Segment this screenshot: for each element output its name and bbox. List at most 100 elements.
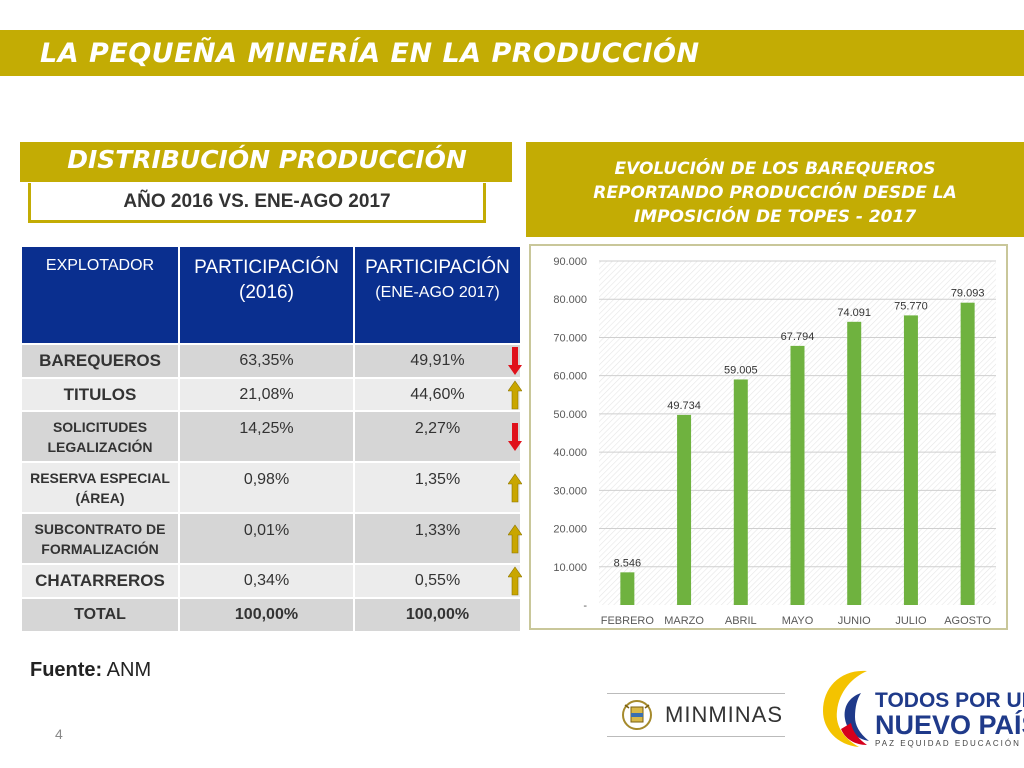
row-value-2016: 0,01% <box>178 512 355 565</box>
arrow-up-icon <box>508 566 522 596</box>
page-number: 4 <box>55 726 63 742</box>
table-row-barequeros: BAREQUEROS 63,35% 49,91% <box>20 343 522 379</box>
bar-julio <box>903 315 918 605</box>
y-tick-label: 90.000 <box>553 256 587 268</box>
row-name-l2: (ÁREA) <box>75 489 125 506</box>
row-name: CHATARREROS <box>20 563 180 599</box>
source-label: Fuente: <box>30 659 103 681</box>
header-participacion-2016-l2: (2016) <box>239 282 294 303</box>
evolution-title-line1: EVOLUCIÓN DE LOS BAREQUEROS <box>614 159 936 179</box>
barequeros-bar-chart: - 10.000 20.000 30.000 40.000 50.000 60.000 70.… <box>553 256 996 624</box>
x-tick-label: ABRIL <box>725 615 757 624</box>
arrow-down-icon <box>508 347 522 375</box>
bar-value-label: 79.093 <box>951 288 985 300</box>
header-participacion-2017-l2: (ENE-AGO 2017) <box>375 284 500 301</box>
header-participacion-2016-l1: PARTICIPACIÓN <box>194 257 339 278</box>
row-value-2017: 1,35% <box>353 461 522 514</box>
row-value-2016: 0,98% <box>178 461 355 514</box>
todos-por-un-nuevo-pais-logo: TODOS POR UN NUEVO PAÍS PAZ EQUIDAD EDUC… <box>815 663 1024 753</box>
row-name: SUBCONTRATO DE FORMALIZACIÓN <box>20 512 180 565</box>
table-row-titulos: TITULOS 21,08% 44,60% <box>20 377 522 412</box>
x-tick-label: AGOSTO <box>944 615 991 624</box>
row-name-l1: RESERVA ESPECIAL <box>30 469 170 486</box>
header-explotador: EXPLOTADOR <box>20 245 180 345</box>
bar-value-label: 67.794 <box>781 331 815 343</box>
row-value-2017: 0,55% <box>353 563 522 599</box>
y-tick-label: 30.000 <box>553 485 587 497</box>
x-tick-label: MAYO <box>782 615 814 624</box>
row-name-l1: SOLICITUDES <box>52 418 148 435</box>
bar-marzo <box>677 414 692 605</box>
table-row-solicitudes: SOLICITUDES LEGALIZACIÓN 14,25% 2,27% <box>20 410 522 463</box>
row-value-2017: 44,60% <box>353 377 522 412</box>
row-name-l2: FORMALIZACIÓN <box>41 540 159 557</box>
y-tick-label: 40.000 <box>553 447 587 459</box>
distribution-title-bar <box>20 142 512 182</box>
bar-agosto <box>960 302 975 605</box>
source-value: ANM <box>106 659 152 681</box>
row-name: TITULOS <box>20 377 180 412</box>
bar-value-label: 59.005 <box>724 364 758 376</box>
coat-of-arms-icon <box>622 700 652 730</box>
todos-text-line3: PAZ EQUIDAD EDUCACIÓN <box>875 739 1021 748</box>
bar-mayo <box>790 345 805 605</box>
row-value-2017: 49,91% <box>353 343 522 379</box>
evolution-title: EVOLUCIÓN DE LOS BAREQUEROS REPORTANDO P… <box>540 157 1010 229</box>
row-value-2016: 14,25% <box>178 410 355 463</box>
table-row-reserva: RESERVA ESPECIAL (ÁREA) 0,98% 1,35% <box>20 461 522 514</box>
row-value-2017: 2,27% <box>353 410 522 463</box>
bar-febrero <box>620 572 635 605</box>
table-row-total: TOTAL 100,00% 100,00% <box>20 597 522 633</box>
header-participacion-2017: PARTICIPACIÓN (ENE-AGO 2017) <box>353 245 522 345</box>
y-tick-label: 80.000 <box>553 294 587 306</box>
minminas-logo: MINMINAS <box>607 693 785 737</box>
bar-value-label: 74.091 <box>837 307 871 319</box>
row-name: SOLICITUDES LEGALIZACIÓN <box>20 410 180 463</box>
distribution-title: DISTRIBUCIÓN PRODUCCIÓN <box>67 145 467 174</box>
evolution-title-line3: IMPOSICIÓN DE TOPES - 2017 <box>633 207 917 227</box>
todos-text-line2: NUEVO PAÍS <box>875 710 1024 740</box>
y-tick-label: 10.000 <box>553 562 587 574</box>
todos-text-line1: TODOS POR UN <box>875 689 1024 712</box>
distribution-subtitle: AÑO 2016 VS. ENE-AGO 2017 <box>28 183 486 223</box>
header-participacion-2017-l1: PARTICIPACIÓN <box>365 257 510 278</box>
colombia-swirl-icon <box>823 670 869 747</box>
evolution-title-box <box>526 142 1024 237</box>
table-header-row: EXPLOTADOR PARTICIPACIÓN (2016) PARTICIP… <box>20 245 522 345</box>
x-tick-label: FEBRERO <box>601 615 655 624</box>
x-tick-label: JULIO <box>895 615 927 624</box>
y-tick-label: 70.000 <box>553 332 587 344</box>
x-tick-label: MARZO <box>664 615 704 624</box>
row-value-2016: 21,08% <box>178 377 355 412</box>
total-value-2017: 100,00% <box>353 597 522 633</box>
bar-value-label: 49.734 <box>667 400 701 412</box>
x-tick-label: JUNIO <box>838 615 871 624</box>
row-name-l2: LEGALIZACIÓN <box>47 438 153 455</box>
arrow-down-icon <box>508 422 522 451</box>
y-tick-label: - <box>583 600 587 612</box>
bar-abril <box>733 379 748 605</box>
arrow-up-icon <box>508 379 522 409</box>
y-tick-label: 50.000 <box>553 409 587 421</box>
bar-junio <box>847 321 862 605</box>
total-value-2016: 100,00% <box>178 597 355 633</box>
source-note: Fuente: ANM <box>30 659 151 682</box>
y-tick-label: 60.000 <box>553 371 587 383</box>
row-name-l1: SUBCONTRATO DE <box>34 520 166 537</box>
row-value-2017: 1,33% <box>353 512 522 565</box>
row-value-2016: 0,34% <box>178 563 355 599</box>
arrow-up-icon <box>508 472 522 502</box>
title-bar <box>0 30 1024 76</box>
y-tick-label: 20.000 <box>553 524 587 536</box>
table-row-subcontrato: SUBCONTRATO DE FORMALIZACIÓN 0,01% 1,33% <box>20 512 522 565</box>
arrow-up-icon <box>508 523 522 553</box>
minminas-text: MINMINAS <box>665 702 783 727</box>
row-name: RESERVA ESPECIAL (ÁREA) <box>20 461 180 514</box>
bar-value-label: 75.770 <box>894 300 928 312</box>
table-row-chatarreros: CHATARREROS 0,34% 0,55% <box>20 563 522 599</box>
evolution-title-line2: REPORTANDO PRODUCCIÓN DESDE LA <box>593 183 957 203</box>
header-participacion-2016: PARTICIPACIÓN (2016) <box>178 245 355 345</box>
row-name: BAREQUEROS <box>20 343 180 379</box>
row-value-2016: 63,35% <box>178 343 355 379</box>
bar-value-label: 8.546 <box>614 557 642 569</box>
